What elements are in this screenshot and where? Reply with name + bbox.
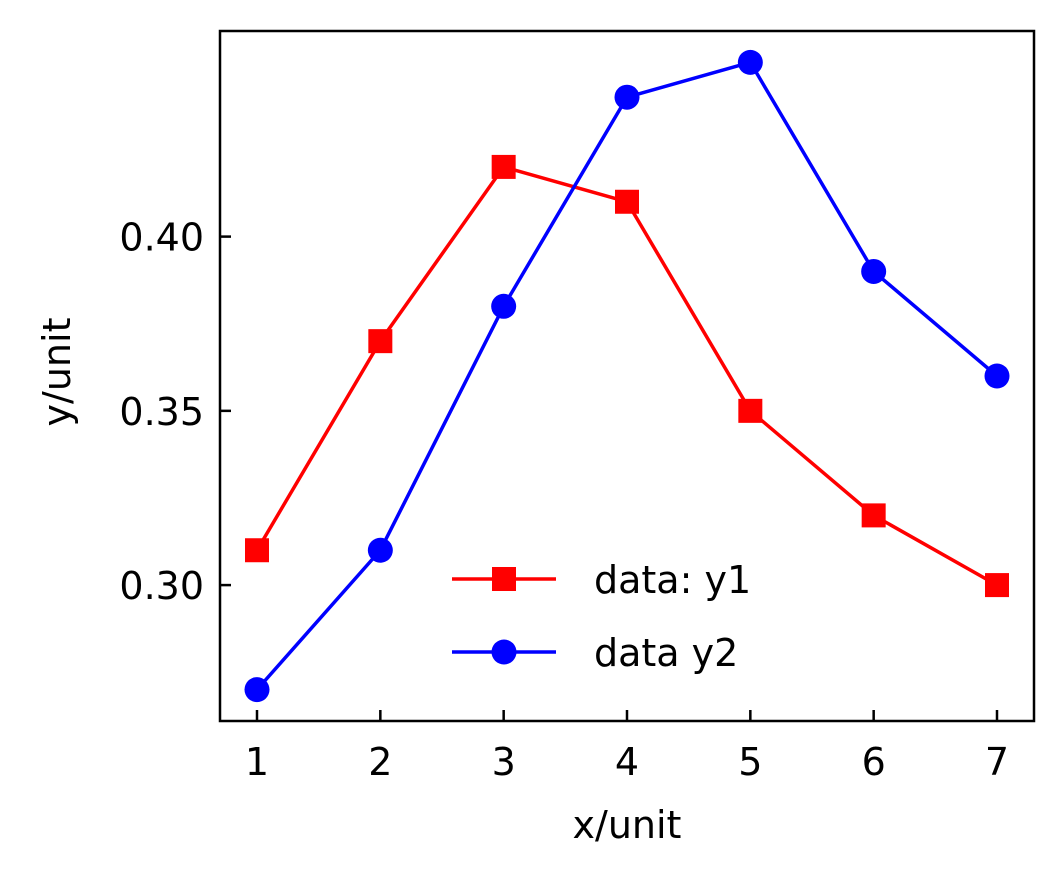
y-tick-label: 0.40 [119, 216, 204, 260]
y-tick-label: 0.30 [119, 564, 204, 608]
series-2-point [737, 49, 763, 75]
series-2-point [244, 677, 270, 703]
x-tick-label: 5 [738, 740, 762, 784]
series-1-point [368, 329, 393, 354]
series-1-point [861, 503, 886, 528]
series-1-point [985, 573, 1009, 598]
ticks-layer [220, 235, 999, 721]
x-tick-label: 3 [492, 740, 516, 784]
y-tick-label: 0.35 [119, 390, 204, 434]
y-axis-label: y/unit [35, 318, 79, 427]
x-tick-label: 7 [985, 740, 1009, 784]
series-1-point [615, 189, 639, 214]
x-tick-label: 1 [245, 740, 269, 784]
series-2-point [614, 84, 640, 110]
legend: data: y1 data y2 [452, 558, 751, 675]
legend-label: data y2 [594, 631, 738, 675]
series-2-point [984, 363, 1010, 389]
legend-marker [492, 567, 516, 591]
x-axis-label: x/unit [573, 803, 682, 847]
x-tick-label: 2 [368, 740, 392, 784]
series-2-point [861, 258, 887, 284]
tick-labels-layer: 1 2 3 4 5 6 7 0.30 0.35 0.40 [119, 216, 1009, 784]
series-1-point [245, 538, 269, 563]
series-2-point [367, 537, 393, 563]
series-2-point [491, 293, 517, 319]
legend-marker [491, 639, 517, 665]
series-1-point [738, 398, 763, 423]
legend-item-1: data: y1 [452, 558, 751, 602]
legend-item-2: data y2 [452, 631, 738, 675]
series-1-point [491, 154, 516, 179]
x-tick-label: 6 [862, 740, 886, 784]
series-2 [244, 49, 1010, 703]
series-1 [245, 154, 1009, 598]
x-tick-label: 4 [615, 740, 639, 784]
series-layer [244, 49, 1010, 703]
legend-label: data: y1 [594, 558, 751, 602]
